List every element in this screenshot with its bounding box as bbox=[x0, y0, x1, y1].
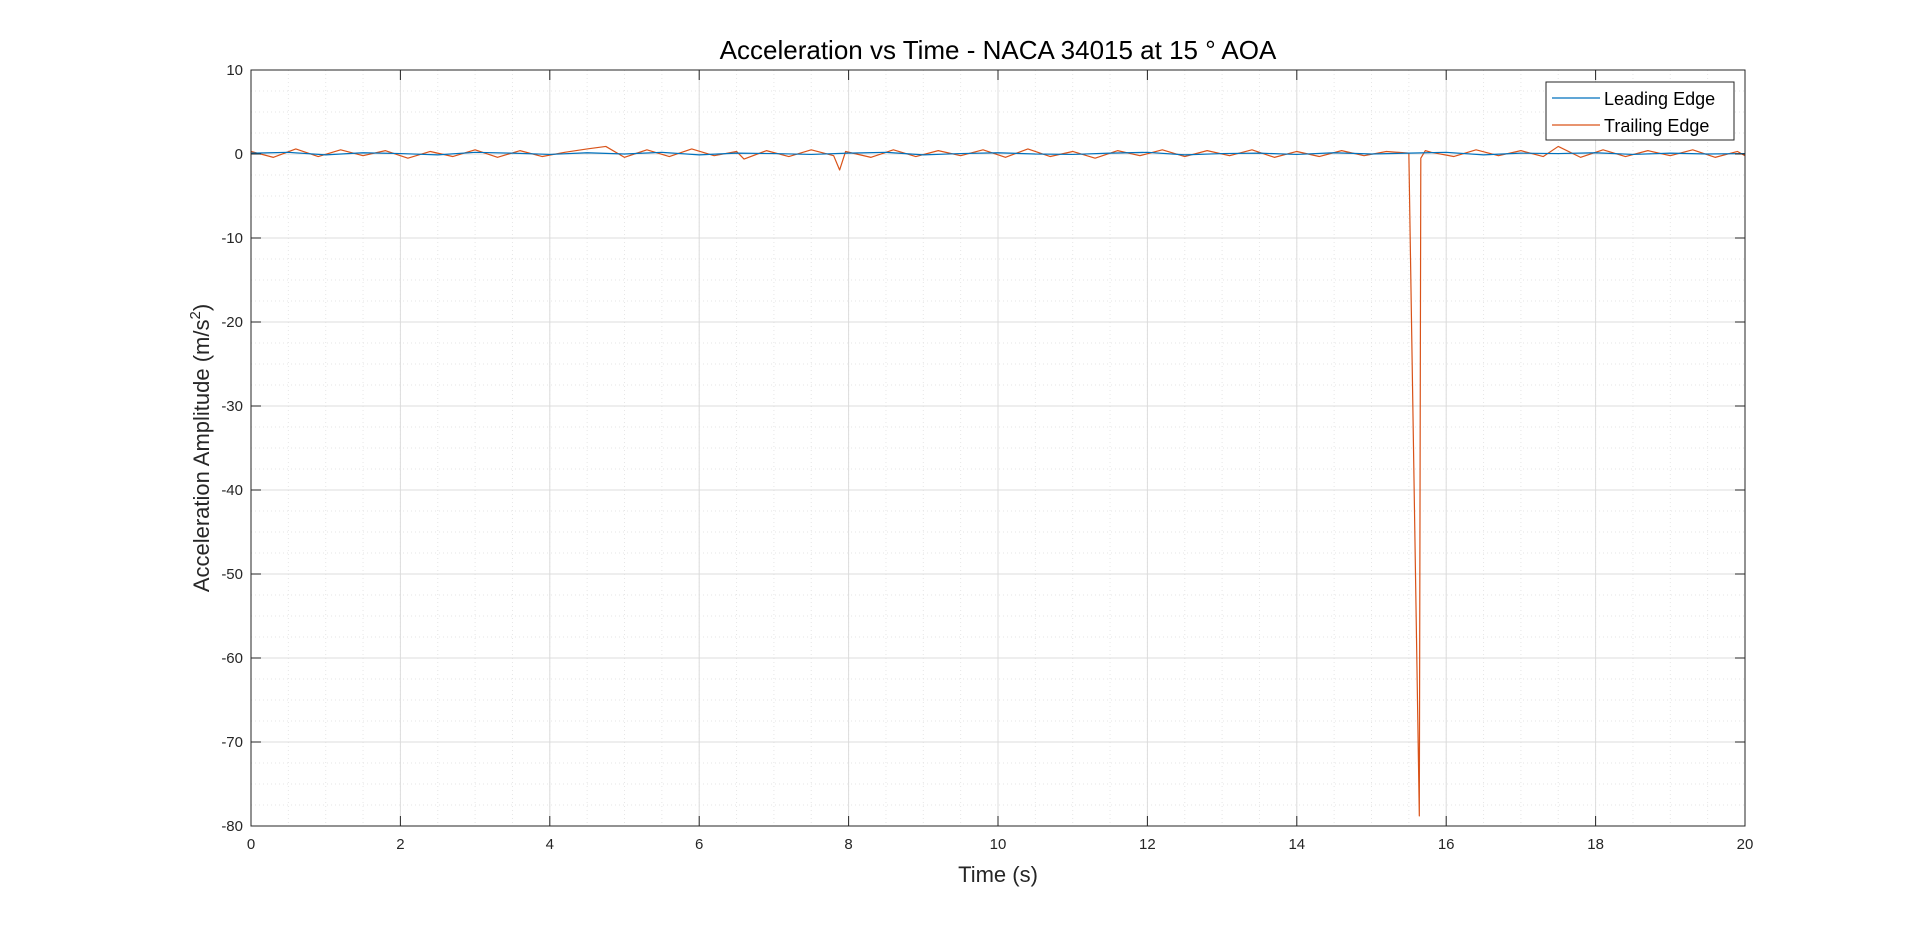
legend-label-trailing-edge: Trailing Edge bbox=[1604, 116, 1709, 136]
y-tick-label: -10 bbox=[221, 230, 243, 247]
x-tick-label: 12 bbox=[1139, 836, 1156, 853]
y-tick-label: -30 bbox=[221, 398, 243, 415]
x-tick-label: 16 bbox=[1438, 836, 1455, 853]
x-tick-label: 0 bbox=[247, 836, 255, 853]
y-tick-label: -80 bbox=[221, 818, 243, 835]
y-tick-label: -60 bbox=[221, 650, 243, 667]
chart-title: Acceleration vs Time - NACA 34015 at 15 … bbox=[720, 35, 1277, 65]
x-tick-label: 18 bbox=[1587, 836, 1604, 853]
x-tick-label: 6 bbox=[695, 836, 703, 853]
y-tick-label: 10 bbox=[226, 62, 243, 79]
y-axis-label-main: Acceleration Amplitude (m/s bbox=[189, 320, 214, 593]
y-tick-label: -70 bbox=[221, 734, 243, 751]
y-tick-label: -40 bbox=[221, 482, 243, 499]
x-tick-label: 8 bbox=[844, 836, 852, 853]
legend-box bbox=[1545, 81, 1735, 141]
x-axis-label: Time (s) bbox=[958, 862, 1038, 887]
ticks bbox=[250, 69, 1746, 827]
x-tick-labels: 0 2 4 6 8 10 12 14 16 18 20 bbox=[247, 836, 1754, 853]
x-tick-label: 2 bbox=[396, 836, 404, 853]
y-tick-labels: 10 0 -10 -20 -30 -40 -50 -60 -70 -80 bbox=[221, 62, 243, 835]
series-layer bbox=[250, 145, 1746, 817]
x-tick-label: 20 bbox=[1737, 836, 1754, 853]
legend: Leading Edge Trailing Edge bbox=[1545, 81, 1735, 141]
legend-label-leading-edge: Leading Edge bbox=[1604, 89, 1715, 109]
series-line-leading-edge bbox=[250, 151, 1746, 156]
y-axis-label: Acceleration Amplitude (m/s2) bbox=[187, 304, 214, 592]
y-tick-label: 0 bbox=[235, 146, 243, 163]
x-tick-label: 4 bbox=[546, 836, 554, 853]
y-axis-label-superscript: 2 bbox=[187, 311, 204, 319]
x-tick-label: 10 bbox=[990, 836, 1007, 853]
x-tick-label: 14 bbox=[1288, 836, 1305, 853]
y-tick-label: -20 bbox=[221, 314, 243, 331]
y-tick-label: -50 bbox=[221, 566, 243, 583]
y-axis-label-close: ) bbox=[189, 304, 214, 311]
